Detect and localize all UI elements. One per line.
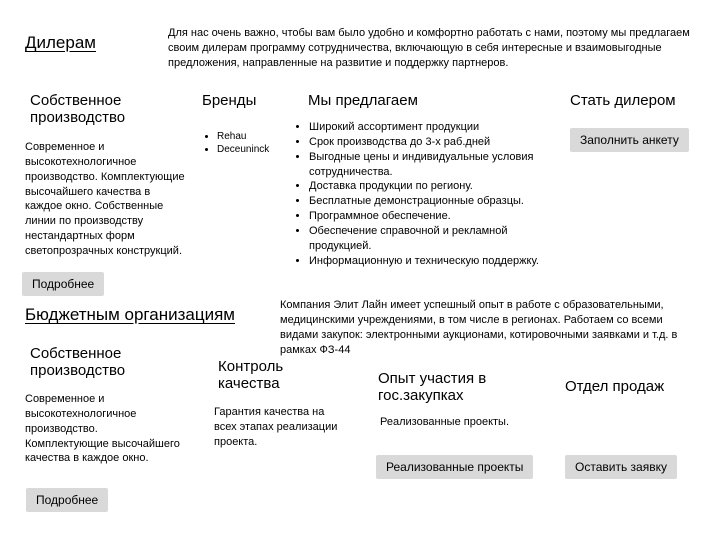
sales-title: Отдел продаж — [565, 378, 664, 395]
brands-list: Rehau Deceuninck — [205, 130, 307, 156]
quality-text: Гарантия качества на всех этапах реализа… — [214, 405, 344, 450]
offer-item-4: Бесплатные демонстрационные образцы. — [309, 194, 539, 209]
brands-title: Бренды — [202, 92, 272, 109]
procurement-title: Опыт участия в гос.закупках — [378, 370, 538, 404]
procurement-text: Реализованные проекты. — [380, 415, 540, 430]
become-dealer-button[interactable]: Заполнить анкету — [570, 128, 689, 152]
procurement-button[interactable]: Реализованные проекты — [376, 455, 533, 479]
dealers-own-prod-title: Собственное производство — [30, 92, 180, 126]
quality-title: Контроль качества — [218, 358, 328, 392]
offer-item-7: Информационную и техническую поддержку. — [309, 254, 539, 269]
offer-item-2: Выгодные цены и индивидуальные условия с… — [309, 150, 539, 180]
budget-own-prod-button[interactable]: Подробнее — [26, 488, 108, 512]
become-dealer-title: Стать дилером — [570, 92, 676, 109]
dealers-intro: Для нас очень важно, чтобы вам было удоб… — [168, 26, 698, 71]
offer-item-5: Программное обеспечение. — [309, 209, 539, 224]
brands-item-0: Rehau — [217, 130, 307, 143]
dealers-own-prod-button[interactable]: Подробнее — [22, 272, 104, 296]
dealers-own-prod-text: Современное и высокотехнологичное произв… — [25, 140, 185, 259]
brands-item-1: Deceuninck — [217, 143, 307, 156]
budget-title: Бюджетным организациям — [25, 305, 235, 325]
offer-item-0: Широкий ассортимент продукции — [309, 120, 539, 135]
offer-item-1: Срок производства до 3-х раб.дней — [309, 135, 539, 150]
dealers-title: Дилерам — [25, 33, 96, 53]
budget-intro: Компания Элит Лайн имеет успешный опыт в… — [280, 298, 700, 357]
sales-button[interactable]: Оставить заявку — [565, 455, 677, 479]
offer-item-6: Обеспечение справочной и рекламной проду… — [309, 224, 539, 254]
offer-list: Широкий ассортимент продукции Срок произ… — [297, 120, 539, 268]
budget-own-prod-title: Собственное производство — [30, 345, 180, 379]
budget-own-prod-text: Современное и высокотехнологичное произв… — [25, 392, 180, 466]
offer-item-3: Доставка продукции по региону. — [309, 179, 539, 194]
offer-title: Мы предлагаем — [308, 92, 428, 109]
